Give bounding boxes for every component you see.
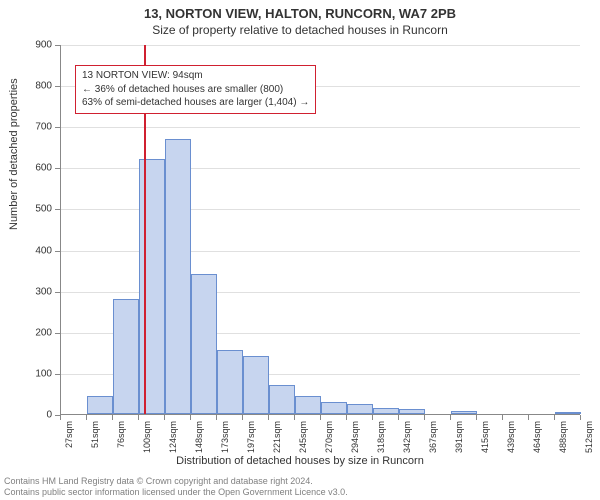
annotation-box: 13 NORTON VIEW: 94sqm ← 36% of detached … <box>75 65 316 114</box>
x-tick-mark <box>242 415 243 420</box>
x-tick-mark <box>398 415 399 420</box>
y-tick-label: 800 <box>22 81 52 92</box>
histogram-bar <box>191 274 217 414</box>
chart-title-main: 13, NORTON VIEW, HALTON, RUNCORN, WA7 2P… <box>0 0 600 21</box>
histogram-bar <box>399 409 425 414</box>
x-tick-mark <box>580 415 581 420</box>
y-tick-mark <box>55 209 60 210</box>
histogram-bar <box>243 356 269 414</box>
histogram-bar <box>269 385 295 414</box>
x-tick-labels: 27sqm 51sqm 76sqm 100sqm 124sqm 148sqm 173sqm 1… <box>60 415 580 455</box>
footer-line2: Contains public sector information licen… <box>4 487 348 498</box>
x-tick-label: 391sqm <box>454 421 464 457</box>
histogram-bar <box>87 396 113 415</box>
y-tick-mark <box>55 86 60 87</box>
x-tick-label: 76sqm <box>116 421 126 457</box>
footer-line1: Contains HM Land Registry data © Crown c… <box>4 476 348 487</box>
y-tick-mark <box>55 45 60 46</box>
x-tick-mark <box>502 415 503 420</box>
x-tick-label: 512sqm <box>584 421 594 457</box>
y-tick-label: 900 <box>22 40 52 51</box>
histogram-bar <box>139 159 165 414</box>
x-tick-label: 488sqm <box>558 421 568 457</box>
x-tick-label: 294sqm <box>350 421 360 457</box>
y-tick-mark <box>55 374 60 375</box>
footer-attribution: Contains HM Land Registry data © Crown c… <box>4 476 348 498</box>
x-tick-mark <box>216 415 217 420</box>
y-tick-label: 200 <box>22 327 52 338</box>
x-tick-mark <box>190 415 191 420</box>
x-tick-label: 245sqm <box>298 421 308 457</box>
y-tick-labels: 0100200300400500600700800900 <box>20 45 56 415</box>
chart-plot-area: 13 NORTON VIEW: 94sqm ← 36% of detached … <box>60 45 580 415</box>
y-tick-label: 100 <box>22 368 52 379</box>
x-tick-mark <box>86 415 87 420</box>
chart-title-sub: Size of property relative to detached ho… <box>0 21 600 41</box>
x-tick-mark <box>60 415 61 420</box>
histogram-bar <box>555 412 581 414</box>
x-tick-mark <box>476 415 477 420</box>
y-tick-mark <box>55 127 60 128</box>
histogram-bar <box>217 350 243 414</box>
x-tick-mark <box>346 415 347 420</box>
y-tick-mark <box>55 415 60 416</box>
gridline <box>61 45 580 46</box>
histogram-bar <box>347 404 373 414</box>
x-tick-label: 100sqm <box>142 421 152 457</box>
x-tick-mark <box>294 415 295 420</box>
x-tick-mark <box>554 415 555 420</box>
x-tick-label: 318sqm <box>376 421 386 457</box>
y-tick-label: 500 <box>22 204 52 215</box>
x-tick-mark <box>320 415 321 420</box>
y-tick-mark <box>55 168 60 169</box>
y-tick-mark <box>55 292 60 293</box>
x-tick-mark <box>450 415 451 420</box>
x-tick-label: 439sqm <box>506 421 516 457</box>
x-tick-label: 51sqm <box>90 421 100 457</box>
y-tick-label: 400 <box>22 245 52 256</box>
y-tick-label: 300 <box>22 286 52 297</box>
histogram-bar <box>113 299 139 414</box>
y-axis-title: Number of detached properties <box>8 78 20 230</box>
x-tick-mark <box>164 415 165 420</box>
annotation-line2: ← 36% of detached houses are smaller (80… <box>82 83 309 97</box>
histogram-bar <box>451 411 477 414</box>
x-axis-title: Distribution of detached houses by size … <box>0 455 600 467</box>
y-tick-mark <box>55 333 60 334</box>
x-tick-label: 221sqm <box>272 421 282 457</box>
x-tick-mark <box>528 415 529 420</box>
x-tick-label: 124sqm <box>168 421 178 457</box>
histogram-bar <box>321 402 347 414</box>
x-tick-mark <box>372 415 373 420</box>
x-tick-label: 148sqm <box>194 421 204 457</box>
x-tick-label: 270sqm <box>324 421 334 457</box>
x-tick-label: 415sqm <box>480 421 490 457</box>
x-tick-label: 464sqm <box>532 421 542 457</box>
x-tick-mark <box>112 415 113 420</box>
x-tick-label: 27sqm <box>64 421 74 457</box>
y-tick-mark <box>55 251 60 252</box>
histogram-bar <box>373 408 399 414</box>
x-tick-mark <box>424 415 425 420</box>
histogram-bar <box>165 139 191 414</box>
x-tick-mark <box>138 415 139 420</box>
x-tick-mark <box>268 415 269 420</box>
x-tick-label: 342sqm <box>402 421 412 457</box>
gridline <box>61 127 580 128</box>
x-tick-label: 367sqm <box>428 421 438 457</box>
y-tick-label: 0 <box>22 410 52 421</box>
annotation-line3: 63% of semi-detached houses are larger (… <box>82 96 309 110</box>
x-tick-label: 197sqm <box>246 421 256 457</box>
y-tick-label: 700 <box>22 122 52 133</box>
histogram-bar <box>295 396 321 415</box>
annotation-line1: 13 NORTON VIEW: 94sqm <box>82 69 309 83</box>
x-tick-label: 173sqm <box>220 421 230 457</box>
y-tick-label: 600 <box>22 163 52 174</box>
